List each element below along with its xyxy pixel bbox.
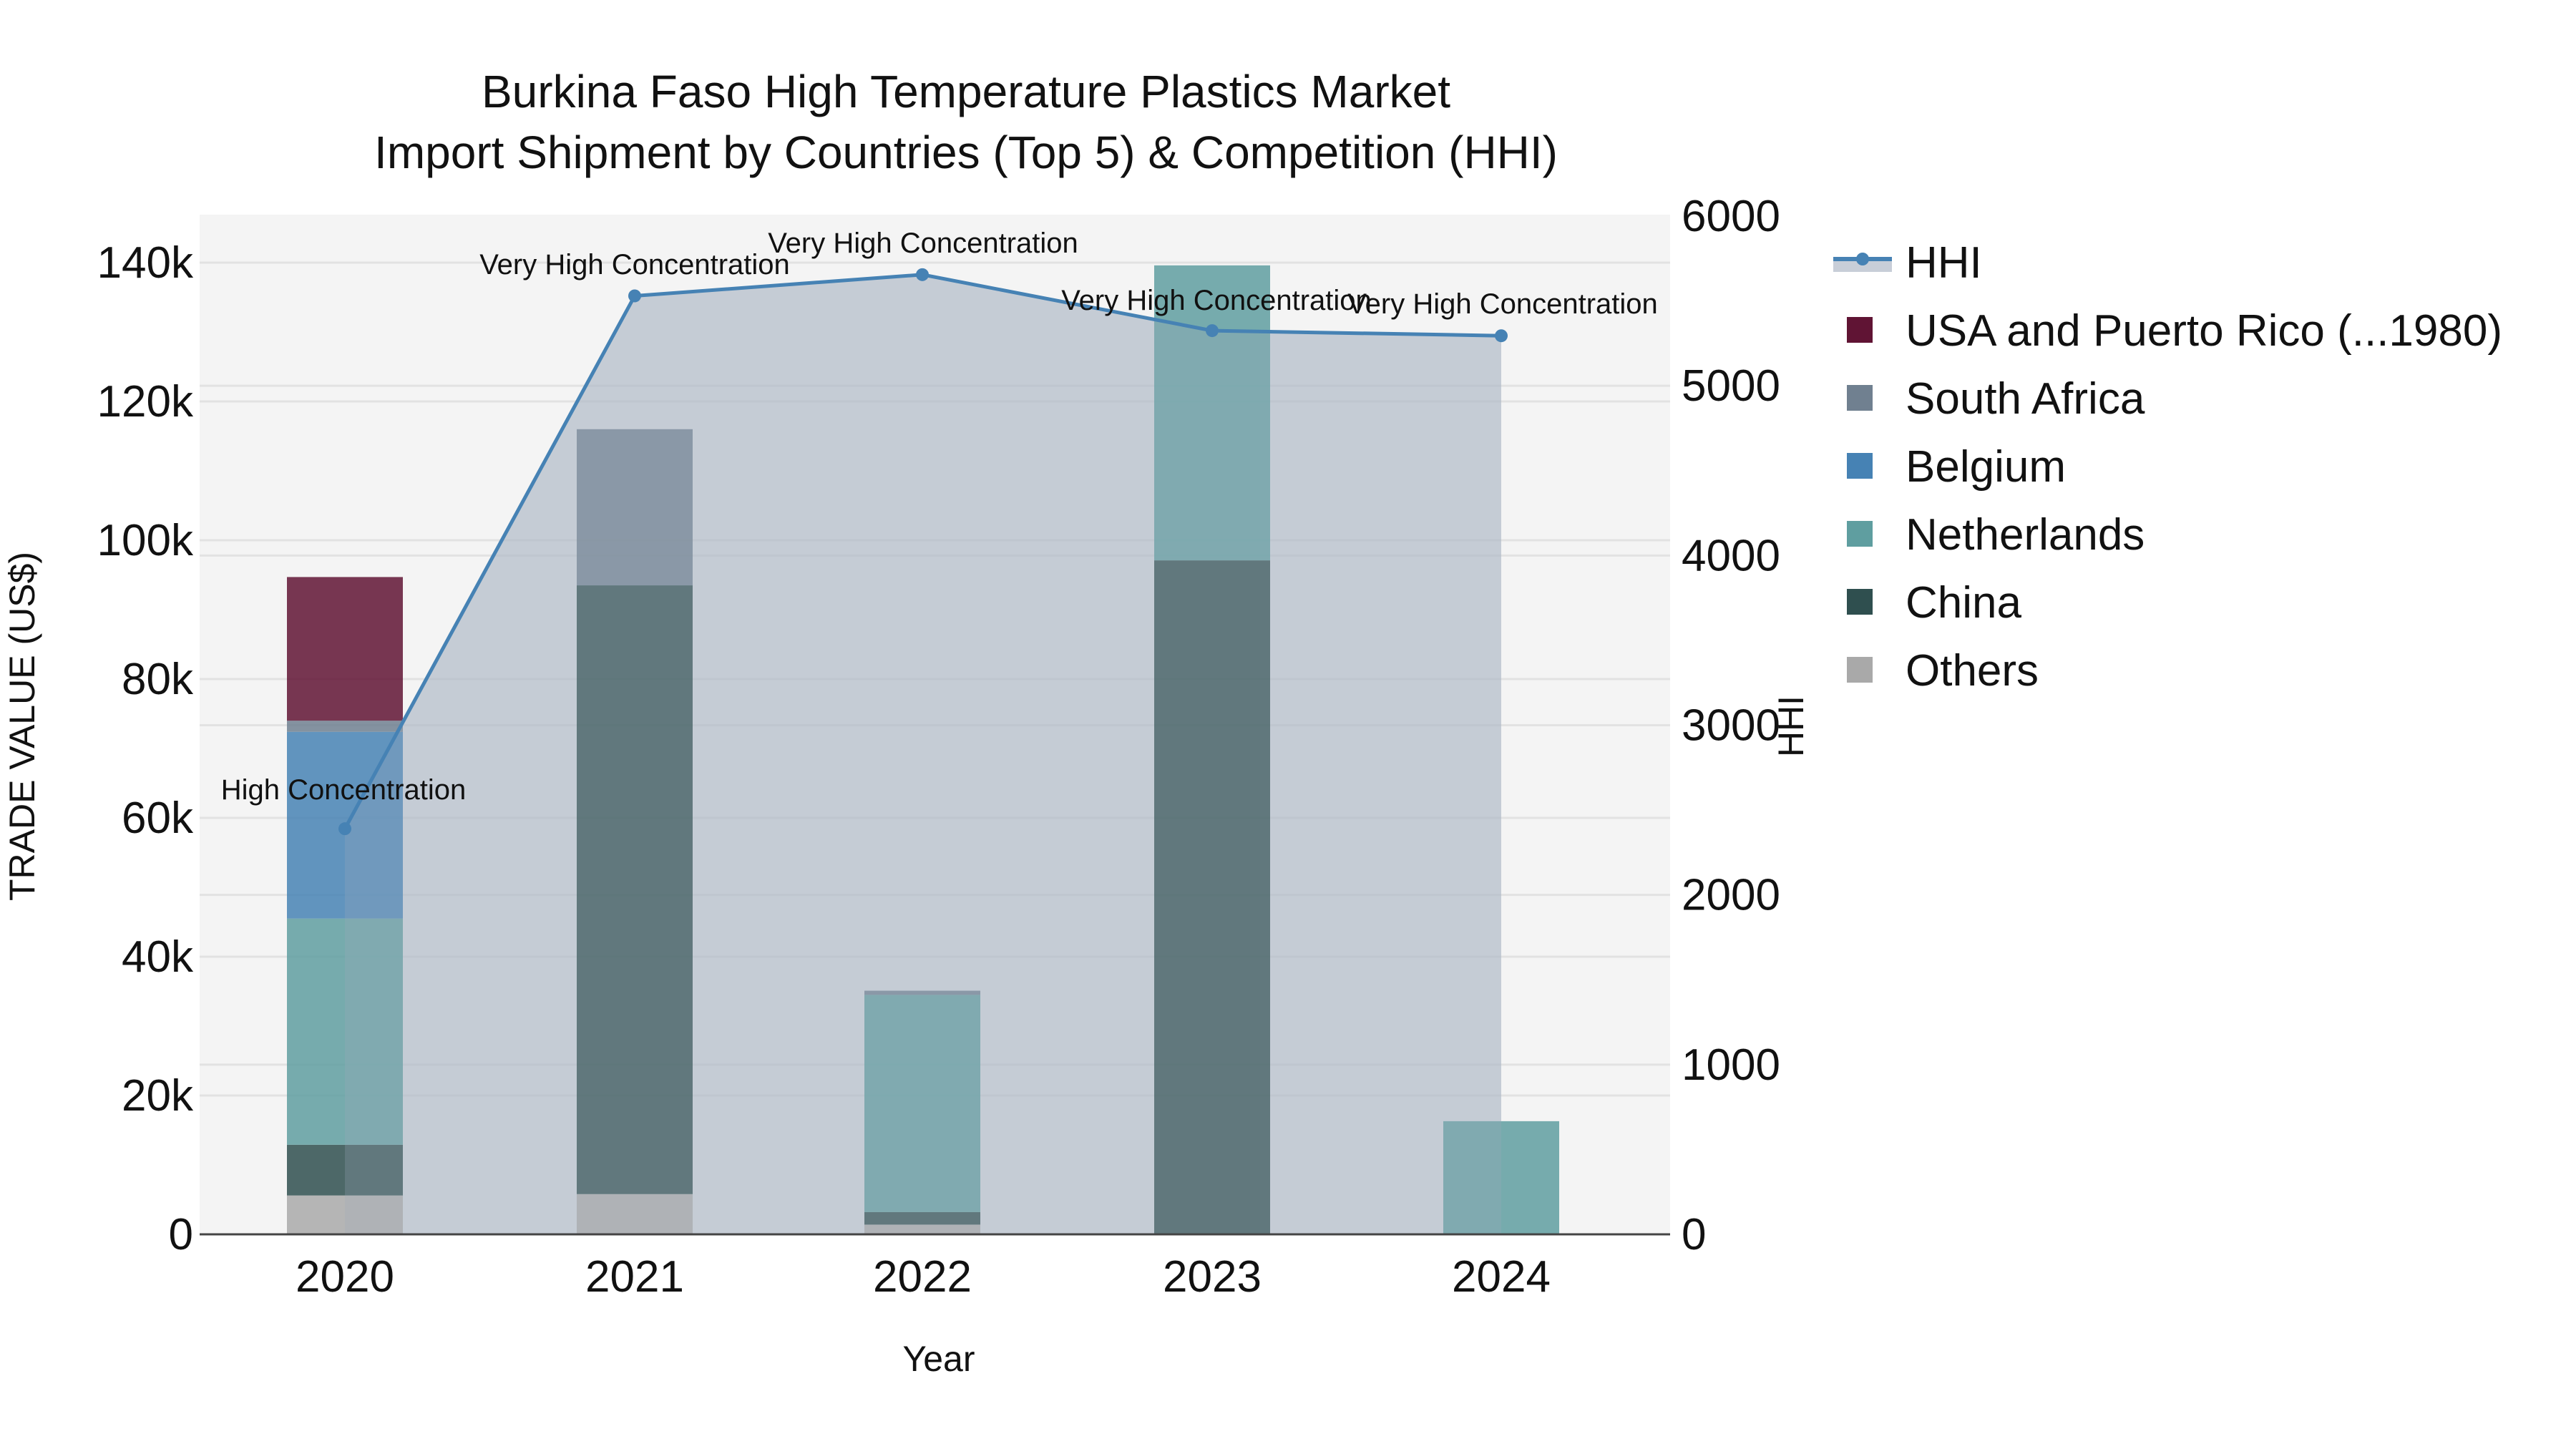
bar-segment-south-africa-2022[interactable] [864, 990, 980, 995]
x-tick-label-2020: 2020 [296, 1252, 394, 1302]
hhi-label-2021: Very High Concentration [479, 249, 790, 280]
bar-segment-netherlands-2023[interactable] [1154, 265, 1270, 561]
y-left-tick-label: 80k [122, 655, 194, 704]
y-right-tick-label: 1000 [1682, 1040, 1780, 1090]
y-right-tick-label: 0 [1682, 1210, 1706, 1259]
x-axis-title: Year [902, 1339, 975, 1379]
legend-item-hhi[interactable]: HHI [1833, 238, 1982, 288]
bar-segment-china-2022[interactable] [864, 1211, 980, 1225]
bar-segment-china-2020[interactable] [287, 1144, 403, 1196]
legend-item-netherlands[interactable]: Netherlands [1847, 510, 2145, 560]
hhi-annotations: High Concentration Very High Concentratio… [221, 228, 1658, 806]
y-right-tick-label: 2000 [1682, 871, 1780, 920]
legend-swatch-icon [1847, 317, 1873, 343]
y-axis-left-title: TRADE VALUE (US$) [2, 552, 42, 901]
bar-segment-netherlands-2024[interactable] [1443, 1121, 1559, 1234]
legend-label: HHI [1906, 238, 1982, 288]
hhi-marker-2023[interactable] [1206, 324, 1219, 338]
y-axis-left-ticks: 0 20k 40k 60k 80k 100k 120k 140k [97, 238, 194, 1259]
bar-segment-netherlands-2020[interactable] [287, 918, 403, 1145]
x-axis-ticks: 2020 2021 2022 2023 2024 [296, 1252, 1551, 1302]
y-right-tick-label: 5000 [1682, 361, 1780, 411]
x-tick-label-2024: 2024 [1452, 1252, 1551, 1302]
legend-item-belgium[interactable]: Belgium [1847, 442, 2066, 492]
legend: HHI USA and Puerto Rico (...1980) South Af… [1833, 238, 2502, 696]
x-tick-label-2022: 2022 [873, 1252, 972, 1302]
y-left-tick-label: 100k [97, 516, 194, 565]
y-left-tick-label: 0 [169, 1210, 193, 1259]
bar-segment-others-2021[interactable] [577, 1194, 693, 1234]
legend-swatch-icon [1847, 521, 1873, 547]
bar-segment-china-2023[interactable] [1154, 560, 1270, 1234]
bar-2023[interactable] [1154, 265, 1270, 1234]
legend-swatch-icon [1847, 589, 1873, 615]
legend-swatch-icon [1847, 453, 1873, 479]
bar-2020[interactable] [287, 577, 403, 1234]
hhi-marker-2021[interactable] [628, 289, 641, 303]
chart-title-line-1: Burkina Faso High Temperature Plastics M… [482, 66, 1450, 117]
y-left-tick-label: 20k [122, 1071, 194, 1121]
x-tick-label-2023: 2023 [1163, 1252, 1262, 1302]
bar-segment-south-africa-2021[interactable] [577, 429, 693, 586]
legend-swatch-icon [1847, 657, 1873, 683]
legend-item-china[interactable]: China [1847, 578, 2022, 628]
hhi-marker-2020[interactable] [338, 822, 351, 836]
legend-item-others[interactable]: Others [1847, 646, 2039, 696]
hhi-marker-2024[interactable] [1495, 329, 1508, 343]
y-right-tick-label: 3000 [1682, 701, 1780, 751]
legend-item-south-africa[interactable]: South Africa [1847, 374, 2145, 424]
bar-2022[interactable] [864, 990, 980, 1234]
y-axis-right-ticks: 0 1000 2000 3000 4000 5000 6000 [1682, 192, 1780, 1259]
chart-title-line-2: Import Shipment by Countries (Top 5) & C… [374, 127, 1558, 178]
hhi-label-2024: Very High Concentration [1347, 288, 1658, 320]
hhi-label-2023: Very High Concentration [1061, 285, 1372, 316]
y-left-tick-label: 40k [122, 932, 194, 982]
stacked-bars [287, 265, 1559, 1234]
legend-label: South Africa [1906, 374, 2145, 424]
legend-item-usa-and-puerto-rico-1980-[interactable]: USA and Puerto Rico (...1980) [1847, 306, 2502, 356]
hhi-marker-2022[interactable] [916, 268, 929, 281]
y-left-tick-label: 140k [97, 238, 194, 288]
y-right-tick-label: 6000 [1682, 192, 1780, 241]
x-tick-label-2021: 2021 [585, 1252, 684, 1302]
hhi-label-2020: High Concentration [221, 774, 466, 806]
hhi-label-2022: Very High Concentration [768, 228, 1078, 259]
hhi-area-overlay [345, 274, 1501, 1234]
hhi-markers [338, 268, 1508, 836]
bar-segment-usa-and-puerto-rico-1980--2020[interactable] [287, 577, 403, 721]
y-axis-right-title: HHI [1771, 696, 1811, 757]
y-right-tick-label: 4000 [1682, 531, 1780, 580]
bar-2021[interactable] [577, 429, 693, 1234]
legend-label: USA and Puerto Rico (...1980) [1906, 306, 2502, 356]
legend-swatch-icon [1847, 385, 1873, 411]
bar-segment-others-2022[interactable] [864, 1224, 980, 1234]
legend-label: China [1906, 578, 2022, 628]
legend-label: Netherlands [1906, 510, 2145, 560]
bar-segment-others-2020[interactable] [287, 1195, 403, 1234]
bar-segment-china-2021[interactable] [577, 585, 693, 1194]
legend-label: Others [1906, 646, 2039, 696]
bar-2024[interactable] [1443, 1121, 1559, 1234]
legend-label: Belgium [1906, 442, 2066, 492]
bar-segment-south-africa-2020[interactable] [287, 721, 403, 732]
bar-segment-netherlands-2022[interactable] [864, 995, 980, 1212]
y-left-tick-label: 120k [97, 377, 194, 426]
legend-marker-icon [1856, 253, 1869, 265]
y-left-tick-label: 60k [122, 794, 194, 843]
